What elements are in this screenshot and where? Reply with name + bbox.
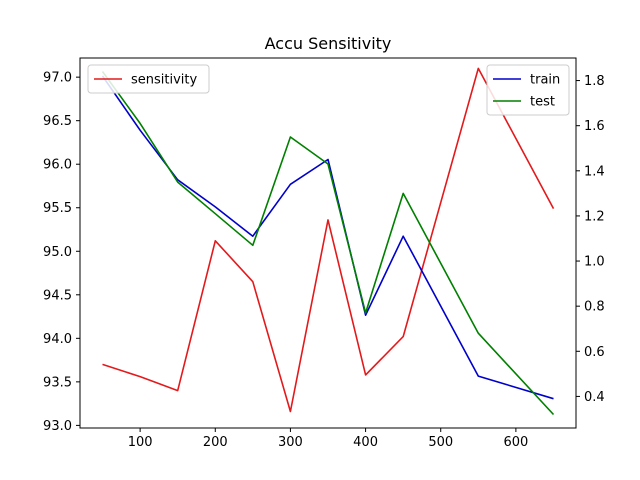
series-line-train (101, 75, 554, 400)
x-tick-label: 300 (278, 435, 303, 450)
legend-box (486, 64, 570, 116)
axis-layer: 100 200 300 400 500 600 93.0 93.5 94.0 94.5 95.0 95… (43, 71, 605, 450)
y-left-tick-label: 93.0 (43, 419, 72, 434)
series-line-test (101, 71, 555, 416)
x-tick-label: 100 (128, 435, 153, 450)
y-left-tick-label: 96.5 (43, 114, 72, 129)
series-line-sensitivity (102, 67, 555, 413)
y-left-tick-label: 95.5 (43, 201, 72, 216)
y-left-tick-label: 93.5 (43, 375, 72, 390)
x-tick-label: 500 (428, 435, 453, 450)
legend-box (87, 64, 210, 94)
chart-title: Accu Sensitivity (265, 34, 392, 53)
y-right-tick-label: 1.2 (584, 209, 605, 224)
y-left-tick-label: 94.5 (43, 288, 72, 303)
y-left-tick-label: 94.0 (43, 332, 72, 347)
y-right-tick-label: 0.6 (584, 345, 605, 360)
series-layer (101, 67, 555, 416)
y-left-tick-label: 95.0 (43, 245, 72, 260)
y-right-tick-label: 1.6 (584, 119, 605, 134)
y-left-tick-label: 97.0 (43, 71, 72, 86)
legend-label-sensitivity: sensitivity (131, 73, 198, 88)
y-right-tick-label: 0.8 (584, 300, 605, 315)
legend-label-test: test (530, 95, 555, 110)
y-right-tick-label: 0.4 (584, 390, 605, 405)
x-tick-label: 600 (503, 435, 528, 450)
y-left-tick-label: 96.0 (43, 158, 72, 173)
legend-layer: sensitivity train test (87, 64, 570, 116)
y-right-tick-label: 1.4 (584, 164, 605, 179)
x-tick-label: 400 (353, 435, 378, 450)
y-right-tick-label: 1.0 (584, 255, 605, 270)
plot-frame (79, 57, 577, 429)
legend-label-train: train (530, 73, 560, 88)
y-right-tick-label: 1.8 (584, 74, 605, 89)
x-tick-label: 200 (203, 435, 228, 450)
